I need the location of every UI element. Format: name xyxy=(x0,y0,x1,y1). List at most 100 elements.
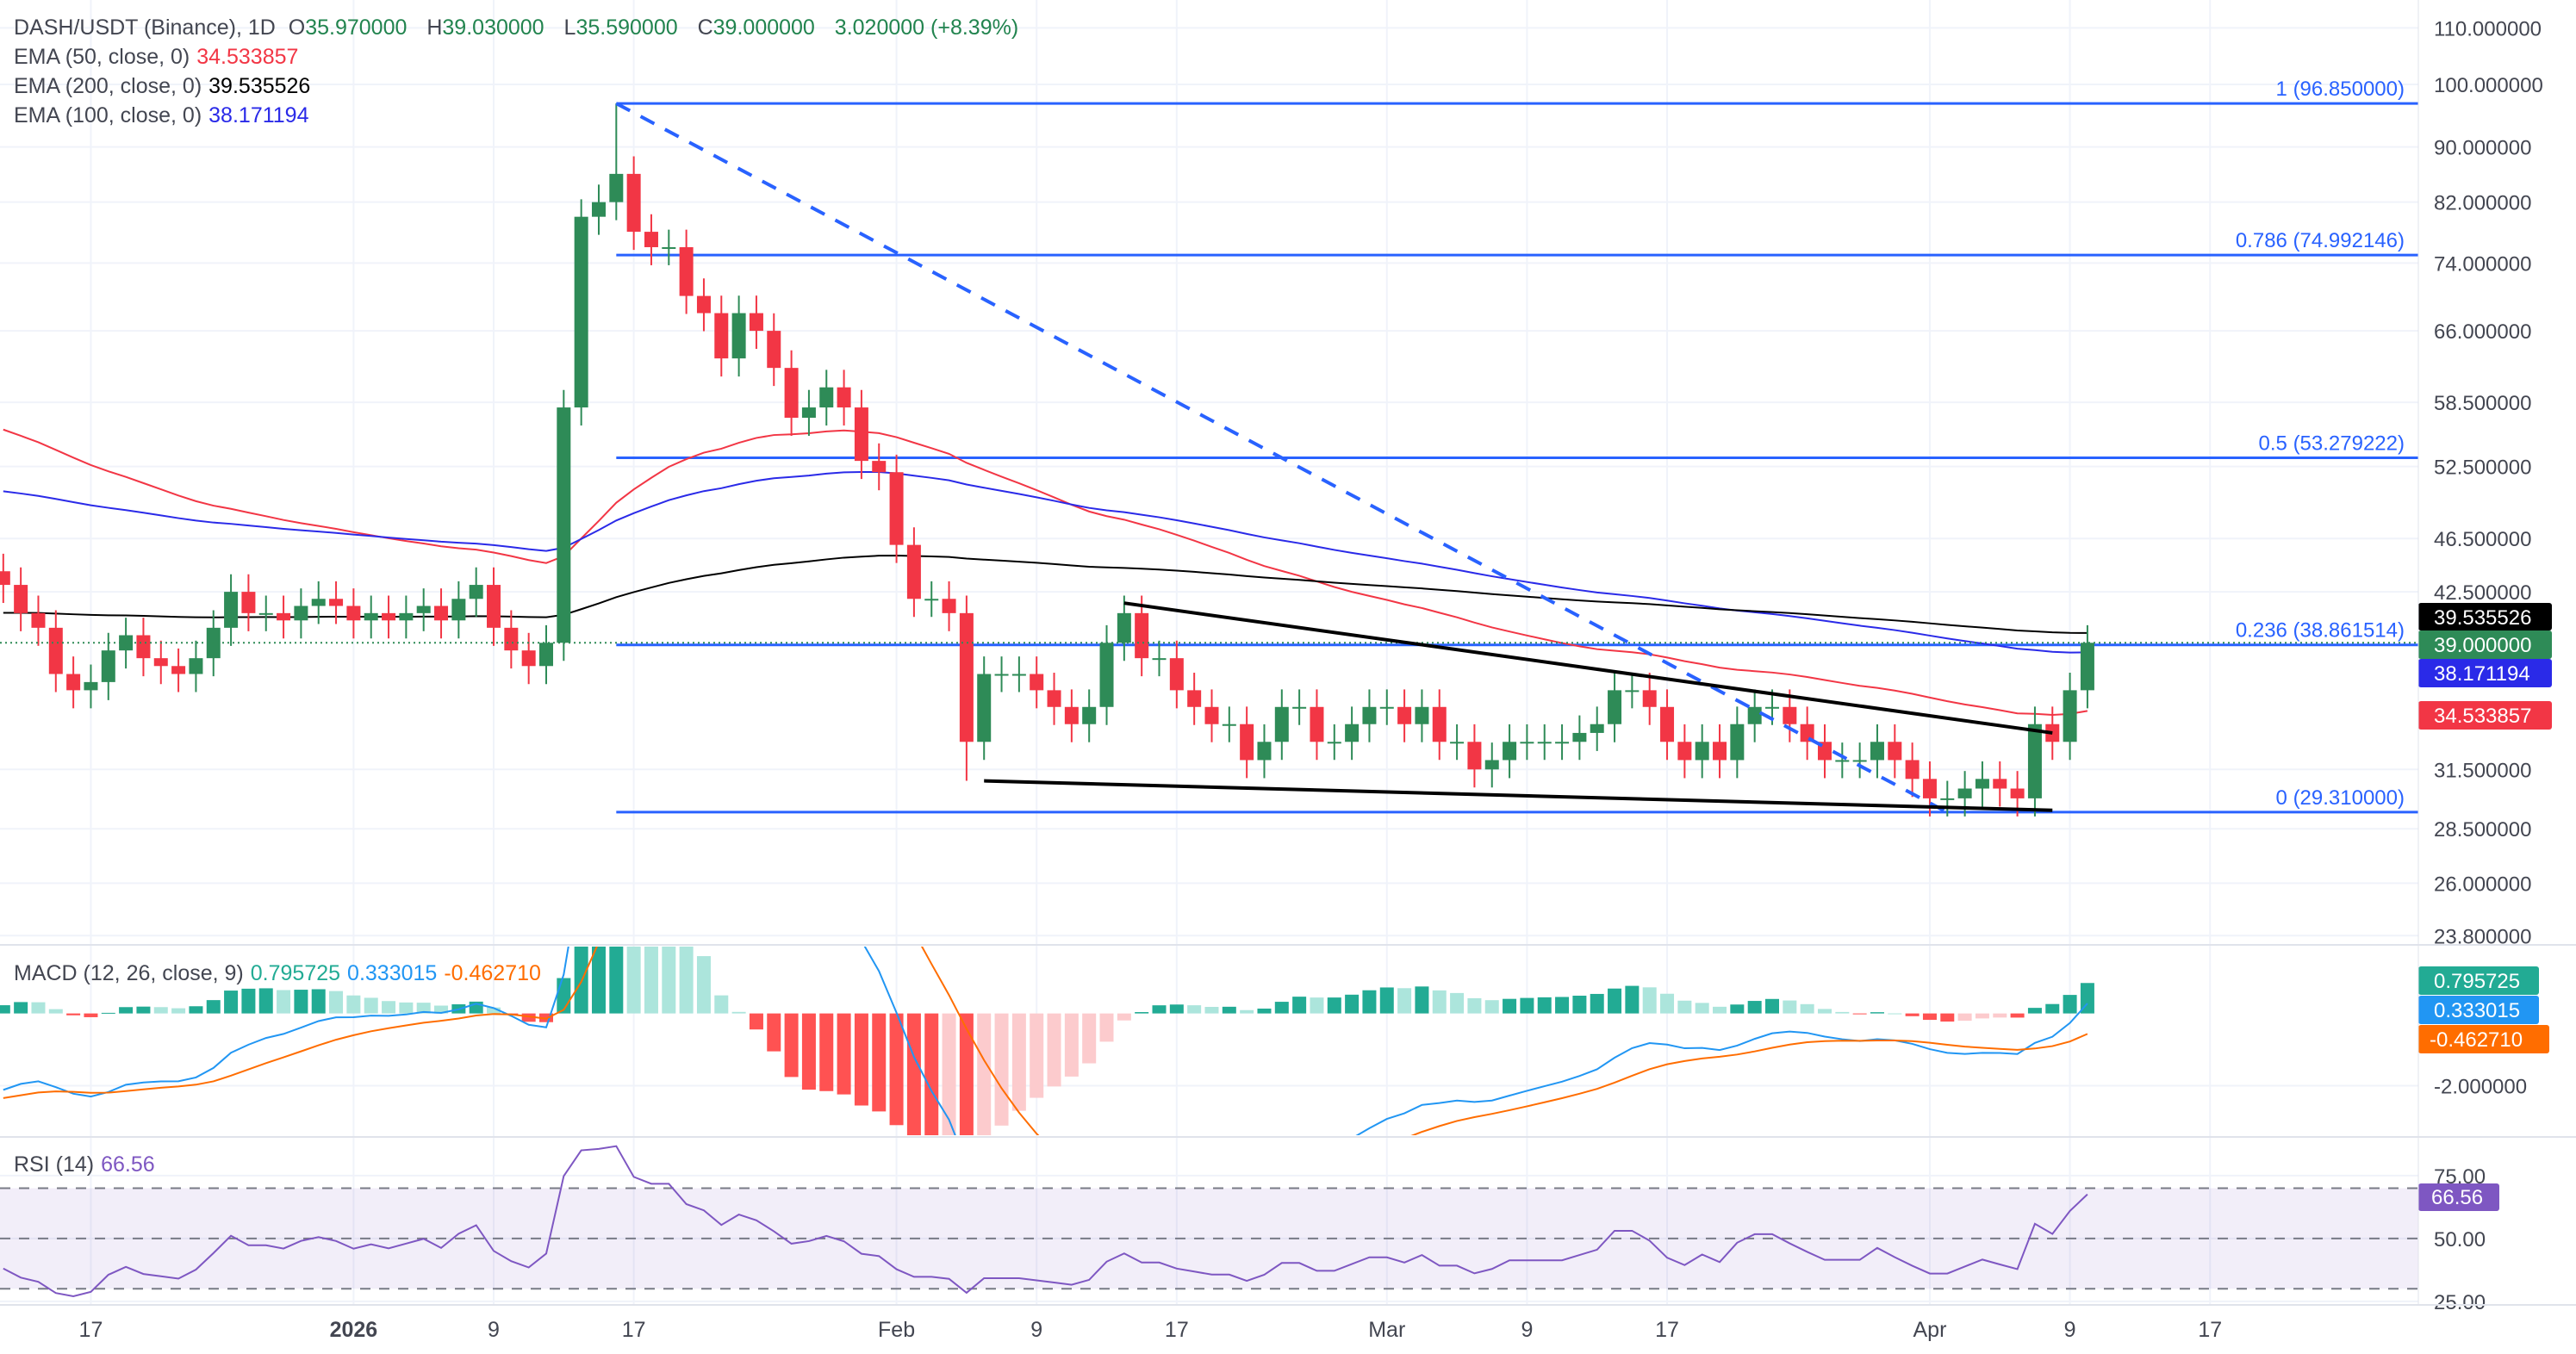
macd-histogram-bar xyxy=(1975,1013,1989,1019)
fib-retracement[interactable]: 1 (96.850000) 0.786 (74.992146) 0.5 (53.27… xyxy=(616,78,2418,814)
ema200-legend[interactable]: EMA (200, close, 0) 39.535526 xyxy=(14,72,317,100)
macd-histogram-bar xyxy=(2063,995,2077,1014)
macd-histogram-bar xyxy=(189,1006,203,1014)
candle-body xyxy=(416,606,431,613)
macd-histogram-bar xyxy=(1064,1013,1079,1077)
candle-body xyxy=(311,599,326,606)
candle-body xyxy=(557,407,571,643)
high-value: 39.030000 xyxy=(442,16,544,40)
macd-label: MACD (12, 26, close, 9) xyxy=(14,961,244,985)
candle-body xyxy=(1152,658,1167,661)
candle-body xyxy=(1169,658,1184,691)
rsi-legend[interactable]: RSI (14) 66.56 xyxy=(14,1151,162,1178)
date-tick-label: 17 xyxy=(1655,1318,1679,1342)
macd-histogram-bar xyxy=(1905,1013,1920,1016)
candle-body xyxy=(1379,706,1394,709)
candle-body xyxy=(906,544,921,599)
candle-body xyxy=(294,606,308,621)
macd-histogram-bar xyxy=(399,1002,414,1014)
ema100-label: EMA (100, close, 0) xyxy=(14,103,202,127)
ema100-legend[interactable]: EMA (100, close, 0) 38.171194 xyxy=(14,102,315,129)
macd-histogram-bar xyxy=(767,1013,781,1052)
candle-body xyxy=(801,407,816,419)
change-value: 3.020000 (+8.39%) xyxy=(834,16,1019,40)
macd-histogram-bar xyxy=(1835,1011,1850,1014)
date-tick-label: 17 xyxy=(2198,1318,2222,1342)
candle-body xyxy=(1064,706,1079,724)
ema100-value: 38.171194 xyxy=(208,103,309,127)
candle-body xyxy=(1783,706,1797,724)
price-tick-label: 26.000000 xyxy=(2434,873,2531,896)
candle-body xyxy=(1660,706,1675,742)
macd-histogram-bar xyxy=(574,947,588,1014)
axis-badges: 39.535526 39.000000 38.171194 34.533857 … xyxy=(2418,603,2552,1211)
rsi-line xyxy=(3,1145,2088,1298)
pane-separators[interactable] xyxy=(0,0,2576,1306)
macd-signal-line xyxy=(3,947,2088,1135)
wedge-lower-trendline[interactable] xyxy=(984,779,2053,812)
candle-body xyxy=(1625,690,1640,693)
macd-histogram-bar xyxy=(277,990,291,1014)
candle-body xyxy=(1835,760,1850,762)
candle-body xyxy=(1922,779,1937,798)
price-axis[interactable]: 110.000000 100.000000 90.000000 82.000000 74… xyxy=(2434,17,2543,1314)
candle-body xyxy=(1240,724,1254,761)
macd-histogram-bar xyxy=(1274,1002,1289,1014)
ema50-legend[interactable]: EMA (50, close, 0) 34.533857 xyxy=(14,43,305,71)
candle-body xyxy=(1292,706,1307,709)
candle-body xyxy=(626,173,641,233)
date-tick-label: 17 xyxy=(1165,1318,1189,1342)
candle-body xyxy=(31,612,46,628)
rsi-pane xyxy=(3,1145,2088,1298)
macd-histogram-bar xyxy=(1625,985,1640,1014)
candle-body xyxy=(1011,674,1026,676)
date-tick-label: 17 xyxy=(622,1318,646,1342)
macd-histogram-bar xyxy=(1432,990,1447,1014)
candle-body xyxy=(1765,706,1780,709)
candle-body xyxy=(872,461,887,473)
candle-body xyxy=(1327,742,1341,744)
candle-body xyxy=(1047,690,1061,707)
macd-histogram-bar xyxy=(1099,1013,1114,1042)
macd-histogram-bar xyxy=(311,989,326,1014)
ema50-badge xyxy=(2418,701,2552,730)
wedge-upper-trendline[interactable] xyxy=(1123,601,2053,735)
open-label: O xyxy=(288,16,306,40)
macd-histogram-bar xyxy=(1257,1008,1272,1014)
macd-histogram-bar xyxy=(224,991,239,1014)
macd-histogram-bar xyxy=(1677,1000,1692,1014)
macd-histogram-bar xyxy=(1957,1013,1972,1022)
macd-histogram-bar xyxy=(1590,993,1604,1014)
candle-body xyxy=(731,313,746,359)
macd-histogram-bar xyxy=(2010,1013,2025,1018)
dashed-downtrend-trendline[interactable] xyxy=(615,102,1949,814)
ema50-line xyxy=(3,428,2088,716)
macd-histogram-bar xyxy=(784,1013,799,1078)
macd-histogram-bar xyxy=(1713,1006,1727,1014)
trendlines[interactable] xyxy=(615,102,2053,814)
macd-histogram-bar xyxy=(258,988,273,1014)
candle-body xyxy=(2045,724,2060,742)
date-tick-label: Feb xyxy=(878,1318,915,1342)
macd-histogram-bar xyxy=(942,1013,956,1135)
candle-body xyxy=(258,612,273,615)
macd-histogram-bar xyxy=(1608,988,1622,1014)
macd-histogram-bar xyxy=(924,1013,939,1135)
time-axis[interactable]: 17 2026 9 17 Feb 9 17 Mar 9 17 Apr 9 17 xyxy=(79,1318,2223,1342)
candle-body xyxy=(714,313,729,359)
macd-histogram-bar xyxy=(1747,1001,1762,1014)
candle-body xyxy=(1590,724,1604,733)
macd-hist-badge-text: 0.795725 xyxy=(2434,970,2520,993)
macd-histogram-bar xyxy=(382,1001,396,1014)
macd-histogram-bar xyxy=(626,947,641,1014)
macd-legend[interactable]: MACD (12, 26, close, 9) 0.795725 0.333015-… xyxy=(14,960,548,987)
rsi-band xyxy=(0,1187,2418,1290)
symbol-legend[interactable]: DASH/USDT (Binance), 1D O35.970000 H39.0… xyxy=(14,14,1025,41)
macd-histogram-bar xyxy=(153,1007,168,1014)
price-tick-label: 52.500000 xyxy=(2434,457,2531,480)
date-tick-label: 9 xyxy=(1521,1318,1533,1342)
candle-body xyxy=(1204,706,1219,724)
macd-histogram-bar xyxy=(854,1013,868,1106)
macd-histogram-bar xyxy=(119,1007,134,1014)
